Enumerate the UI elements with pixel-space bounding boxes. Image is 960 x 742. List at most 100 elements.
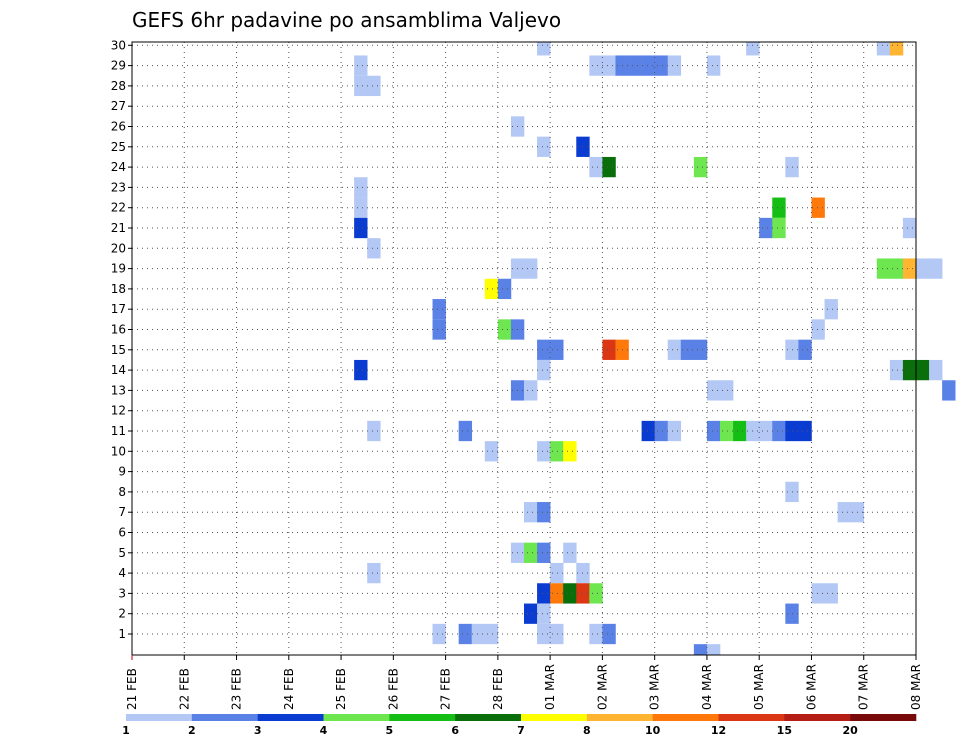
precip-cell (759, 217, 773, 239)
precip-cell (811, 583, 825, 604)
legend-swatch (850, 714, 917, 721)
precip-cell (354, 177, 368, 198)
precipitation-cells (354, 42, 956, 655)
precip-cell (720, 420, 734, 442)
precip-cell (693, 644, 708, 655)
precip-cell (628, 55, 642, 76)
y-tick-label: 11 (111, 424, 126, 438)
precip-cell (667, 55, 682, 76)
precip-cell (602, 339, 616, 360)
precip-cell (641, 55, 655, 76)
x-tick-label: 08 MAR (909, 664, 923, 710)
precip-cell (654, 55, 669, 76)
legend-label: 20 (843, 724, 859, 737)
precip-cell (837, 502, 851, 523)
precip-cell (641, 420, 655, 442)
precip-cell (706, 420, 721, 442)
precip-cell (589, 156, 603, 178)
precip-cell (693, 339, 708, 360)
precip-cell (497, 278, 512, 300)
legend-swatch (784, 714, 851, 721)
precip-cell (889, 359, 904, 381)
y-tick-label: 2 (118, 607, 126, 621)
precip-cell (354, 75, 368, 97)
y-tick-label: 22 (111, 201, 126, 215)
y-tick-label: 17 (111, 302, 126, 316)
legend-swatch (323, 714, 390, 721)
precip-cell (811, 197, 825, 218)
precip-cell (929, 359, 943, 381)
precip-cell (902, 258, 917, 279)
precip-cell (484, 278, 499, 300)
y-tick-label: 23 (111, 180, 126, 194)
precip-cell (458, 623, 473, 645)
precip-cell (733, 420, 747, 442)
precip-cell (537, 136, 551, 157)
precip-cell (602, 156, 616, 178)
y-tick-label: 15 (111, 343, 126, 357)
x-tick-label: 06 MAR (804, 664, 818, 710)
precip-cell (563, 583, 577, 604)
precip-cell (432, 299, 446, 320)
y-tick-label: 14 (111, 363, 126, 377)
precip-cell (916, 359, 930, 381)
precip-cell (824, 299, 838, 320)
legend-label: 6 (451, 724, 459, 737)
y-tick-label: 25 (111, 140, 126, 154)
precip-cell (876, 42, 891, 56)
precip-cell (759, 420, 773, 442)
legend-label: 1 (122, 724, 130, 737)
precip-cell (550, 562, 564, 584)
precip-cell (537, 583, 551, 604)
y-tick-label: 3 (118, 586, 126, 600)
legend-swatch (257, 714, 324, 721)
precip-cell (497, 319, 512, 340)
precip-cell (798, 339, 812, 360)
precip-cell (537, 502, 551, 523)
precip-cell (354, 197, 368, 218)
precip-cell (537, 42, 551, 56)
precip-cell (432, 623, 446, 645)
precip-cell (354, 55, 368, 76)
precip-cell (524, 502, 538, 523)
precip-cell (929, 258, 943, 279)
y-tick-label: 24 (111, 160, 126, 174)
grid-lines (132, 42, 916, 655)
precip-cell (458, 420, 473, 442)
precip-cell (484, 441, 499, 462)
precip-cell (889, 42, 904, 56)
legend-label: 4 (320, 724, 328, 737)
precip-cell (772, 217, 786, 239)
precip-cell (550, 623, 564, 645)
precip-cell (524, 258, 538, 279)
x-tick-label: 01 MAR (543, 664, 557, 710)
legend-label: 15 (777, 724, 792, 737)
y-tick-label: 8 (118, 485, 126, 499)
precip-cell (889, 258, 904, 279)
precip-cell (876, 258, 891, 279)
precip-cell (916, 258, 930, 279)
precip-cell (367, 75, 381, 97)
date-axis: 21 FEB 22 FEB 23 FEB 24 FEB 25 FEB 26 FEB 27 F… (125, 655, 923, 710)
legend-label: 5 (386, 724, 394, 737)
precip-cell (667, 339, 682, 360)
precip-cell (537, 542, 551, 563)
precip-cell (720, 380, 734, 401)
legend-swatch (191, 714, 258, 721)
legend-label: 2 (188, 724, 196, 737)
precip-cell (589, 55, 603, 76)
precip-cell (367, 238, 381, 259)
legend-label: 3 (254, 724, 262, 737)
y-tick-label: 20 (111, 241, 126, 255)
y-tick-label: 28 (111, 79, 126, 93)
precip-cell (902, 217, 917, 239)
precip-cell (589, 623, 603, 645)
precip-cell (746, 42, 760, 56)
precip-cell (550, 339, 564, 360)
y-tick-label: 7 (118, 505, 126, 519)
precip-cell (524, 603, 538, 624)
precip-cell (824, 583, 838, 604)
legend-label: 8 (583, 724, 591, 737)
legend-label: 7 (517, 724, 525, 737)
y-tick-label: 27 (111, 99, 126, 113)
